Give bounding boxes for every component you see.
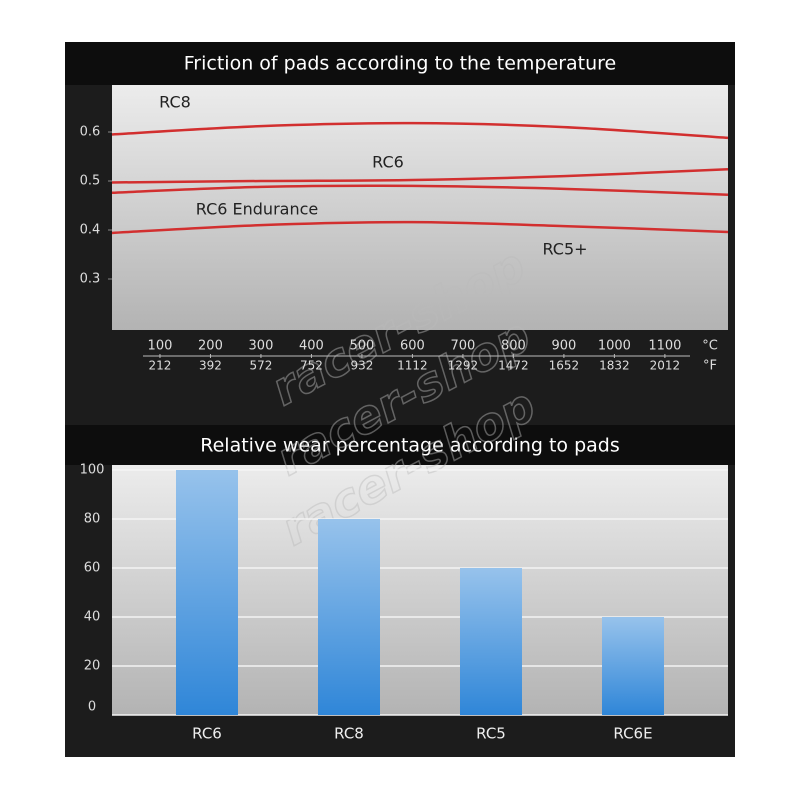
y-tick-label: 80 [84, 512, 101, 527]
x2-tick-label: 212 [149, 359, 172, 373]
x-tick-label: RC6E [613, 725, 652, 743]
x2-tick-label: 392 [199, 359, 222, 373]
x2-tick-label: 572 [249, 359, 272, 373]
y-tick-label: 60 [84, 561, 101, 576]
x2-tick-label: 1292 [448, 359, 479, 373]
x-tick-label: 700 [451, 339, 476, 354]
bar-shine [318, 519, 380, 715]
x2-tick-label: 932 [350, 359, 373, 373]
series-label: RC5+ [542, 240, 587, 259]
y-tick-label: 40 [84, 610, 101, 625]
x-tick-label: 400 [299, 339, 324, 354]
series-label: RC6 Endurance [196, 200, 318, 219]
line-series [111, 167, 729, 184]
x-tick-label: 500 [350, 339, 375, 354]
line-series [111, 184, 729, 196]
x-tick-label: 600 [400, 339, 425, 354]
x2-tick-label: 1832 [599, 359, 630, 373]
bar-shine [460, 568, 522, 715]
plot-area [112, 85, 728, 330]
x-tick-label: 1000 [598, 339, 631, 354]
bar-shine [176, 470, 238, 715]
x-unit: °C [702, 339, 718, 354]
chart-title: Friction of pads according to the temper… [184, 53, 616, 75]
x2-unit: °F [703, 359, 717, 374]
y-tick-label: 0 [88, 700, 96, 715]
line-series [111, 220, 729, 235]
x2-tick-label: 1112 [397, 359, 428, 373]
x-tick-label: 300 [249, 339, 274, 354]
x2-tick-label: 752 [300, 359, 323, 373]
x-tick-label: 900 [551, 339, 576, 354]
x2-tick-label: 2012 [650, 359, 681, 373]
x2-tick-label: 1472 [498, 359, 529, 373]
title-bar [65, 42, 735, 85]
bar-shine [602, 617, 664, 715]
line-series [111, 121, 729, 140]
x-tick-label: 200 [198, 339, 223, 354]
x2-tick-label: 1652 [549, 359, 580, 373]
y-tick-label: 0.5 [80, 174, 101, 189]
x-tick-label: 100 [148, 339, 173, 354]
series-label: RC6 [372, 153, 404, 172]
chart-title: Relative wear percentage according to pa… [200, 435, 619, 457]
y-tick-label: 0.4 [80, 223, 101, 238]
x-tick-label: RC5 [476, 725, 506, 743]
x-tick-label: RC6 [192, 725, 222, 743]
y-tick-label: 0.3 [80, 272, 101, 287]
y-tick-label: 100 [80, 463, 105, 478]
series-label: RC8 [159, 93, 191, 112]
y-tick-label: 0.6 [80, 125, 101, 140]
y-tick-label: 20 [84, 659, 101, 674]
title-bar [65, 425, 735, 465]
x-tick-label: 800 [501, 339, 526, 354]
x-tick-label: 1100 [648, 339, 681, 354]
x-tick-label: RC8 [334, 725, 364, 743]
